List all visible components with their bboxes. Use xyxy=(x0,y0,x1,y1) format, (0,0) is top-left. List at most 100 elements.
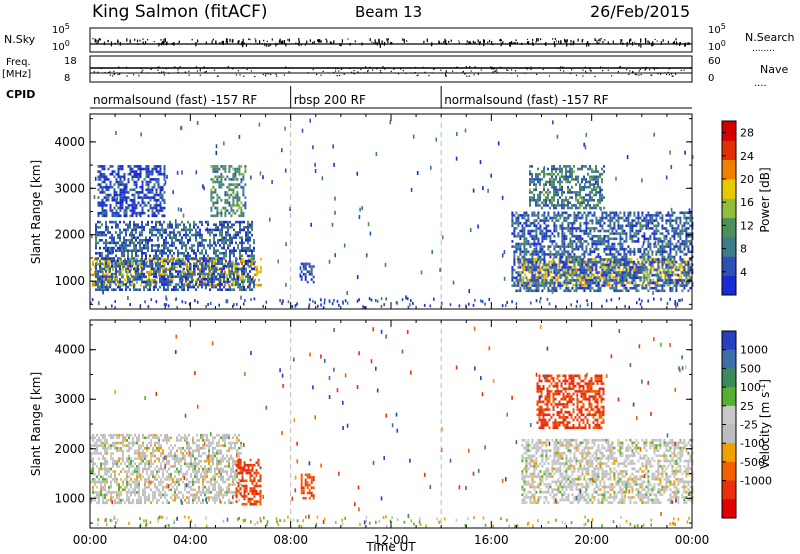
heatmap-cell xyxy=(237,283,239,286)
heatmap-cell xyxy=(141,188,144,192)
heatmap-cell xyxy=(613,227,616,230)
heatmap-cell xyxy=(609,286,612,290)
heatmap-cell xyxy=(550,270,553,274)
heatmap-cell xyxy=(233,288,235,291)
heatmap-cell xyxy=(625,219,628,222)
freq-mark xyxy=(417,74,419,76)
heatmap-cell xyxy=(105,265,107,268)
heatmap-cell xyxy=(105,193,108,197)
nsky-mark xyxy=(513,42,515,45)
heatmap-cell xyxy=(179,285,181,289)
heatmap-cell xyxy=(129,265,131,268)
heatmap-cell xyxy=(539,255,542,259)
heatmap-cell xyxy=(148,273,150,277)
heatmap-cell xyxy=(597,289,600,293)
heatmap-cell xyxy=(139,241,141,245)
nsky-mark xyxy=(160,39,162,41)
heatmap-cell xyxy=(567,268,570,272)
heatmap-cell xyxy=(119,206,122,210)
heatmap-cell xyxy=(565,219,568,222)
heatmap-cell xyxy=(103,288,105,291)
heatmap-cell xyxy=(143,252,145,255)
heatmap-cell xyxy=(519,221,522,225)
heatmap-cell xyxy=(153,204,156,207)
heatmap-cell xyxy=(635,271,638,274)
heatmap-cell xyxy=(135,246,137,250)
heatmap-cell xyxy=(587,214,590,217)
heatmap-cell xyxy=(559,214,562,217)
heatmap-cell xyxy=(241,267,243,271)
heatmap-cell xyxy=(227,265,229,268)
heatmap-cell xyxy=(139,278,141,281)
heatmap-cell xyxy=(175,288,177,291)
heatmap-cell xyxy=(145,275,147,278)
heatmap-cell xyxy=(238,198,241,202)
heatmap-cell xyxy=(641,284,644,287)
heatmap-cell xyxy=(553,229,556,233)
heatmap-cell xyxy=(611,219,614,222)
heatmap-cell xyxy=(627,224,630,228)
heatmap-cell xyxy=(247,272,249,276)
heatmap-cell xyxy=(197,246,199,250)
heatmap-cell xyxy=(167,233,169,237)
heatmap-cell xyxy=(541,229,544,233)
heatmap-cell xyxy=(229,280,231,284)
heatmap-cell xyxy=(529,253,532,256)
heatmap-cell xyxy=(219,223,221,226)
heatmap-cell xyxy=(621,271,624,274)
heatmap-cell xyxy=(647,250,650,254)
heatmap-cell xyxy=(221,239,223,242)
heatmap-cell xyxy=(585,224,588,228)
heatmap-cell xyxy=(213,236,215,239)
freq-mark xyxy=(262,73,264,76)
heatmap-cell xyxy=(99,231,101,234)
heatmap-cell xyxy=(105,220,107,224)
heatmap-cell xyxy=(529,221,532,225)
heatmap-cell xyxy=(561,255,564,259)
heatmap-cell xyxy=(190,270,192,274)
heatmap-cell xyxy=(191,275,193,278)
heatmap-cell xyxy=(657,289,660,293)
heatmap-cell xyxy=(242,191,245,194)
heatmap-cell xyxy=(579,242,582,246)
heatmap-cell xyxy=(99,226,101,229)
heatmap-cell xyxy=(216,211,219,215)
freq-mark xyxy=(440,69,442,71)
heatmap-cell xyxy=(125,201,128,205)
heatmap-cell xyxy=(135,206,138,210)
heatmap-cell xyxy=(641,266,644,269)
heatmap-cell xyxy=(540,268,543,271)
heatmap-cell xyxy=(187,233,189,237)
heatmap-cell xyxy=(687,273,690,277)
heatmap-cell xyxy=(523,281,526,285)
heatmap-cell xyxy=(553,286,556,290)
heatmap-cell xyxy=(641,234,644,238)
heatmap-cell xyxy=(97,204,100,207)
heatmap-cell xyxy=(119,231,121,234)
heatmap-cell xyxy=(611,229,614,233)
heatmap-cell xyxy=(233,249,235,252)
heatmap-cell xyxy=(611,242,614,246)
heatmap-cell xyxy=(583,240,586,243)
heatmap-cell xyxy=(147,180,150,184)
heatmap-cell xyxy=(164,263,166,266)
heatmap-cell xyxy=(135,223,137,226)
heatmap-cell xyxy=(163,249,165,252)
heatmap-cell xyxy=(155,272,157,276)
heatmap-cell xyxy=(553,284,556,287)
heatmap-cell xyxy=(236,265,238,269)
heatmap-cell xyxy=(533,237,536,241)
heatmap-cell xyxy=(249,249,251,252)
heatmap-cell xyxy=(201,220,203,224)
heatmap-cell xyxy=(221,226,223,229)
heatmap-cell xyxy=(669,281,672,285)
heatmap-cell xyxy=(562,281,565,284)
heatmap-cell xyxy=(97,272,99,276)
heatmap-cell xyxy=(575,255,578,259)
heatmap-cell xyxy=(129,170,132,173)
heatmap-cell xyxy=(241,288,243,291)
heatmap-cell xyxy=(229,244,231,247)
heatmap-cell xyxy=(606,283,609,287)
heatmap-cell xyxy=(585,219,588,222)
heatmap-cell xyxy=(176,257,178,261)
